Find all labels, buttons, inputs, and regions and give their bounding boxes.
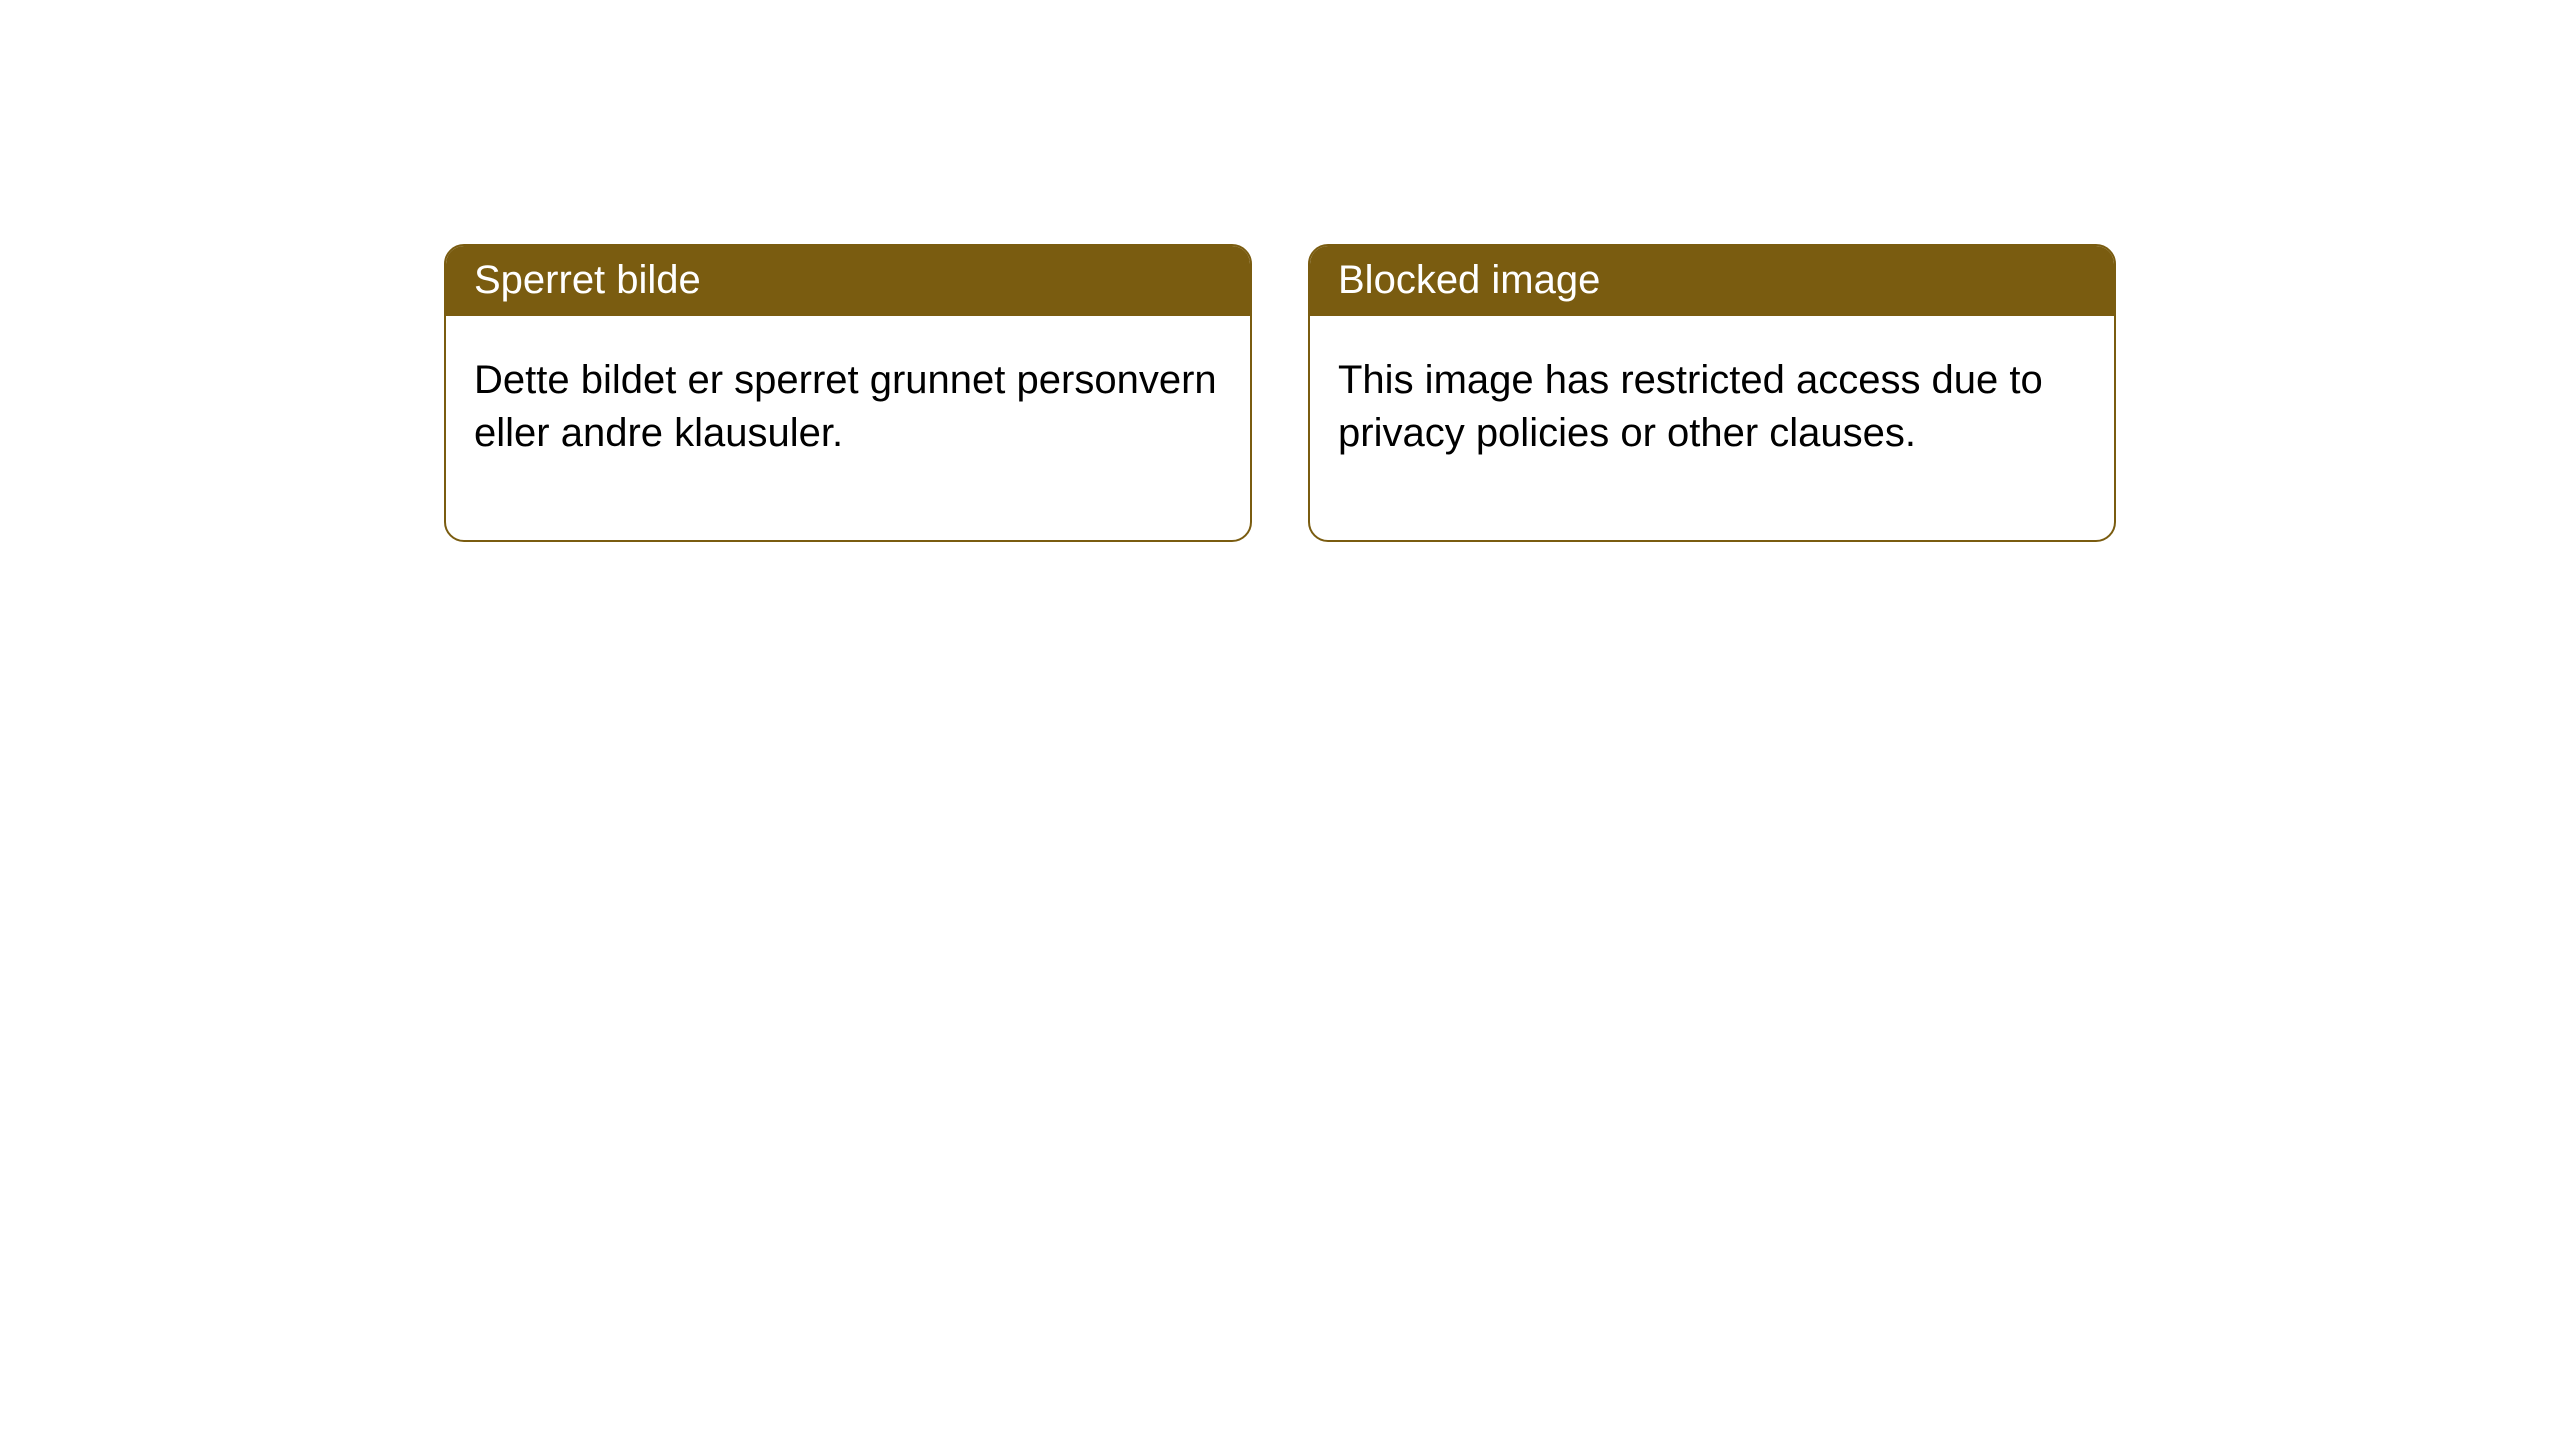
- notice-body-norwegian: Dette bildet er sperret grunnet personve…: [446, 316, 1250, 540]
- notice-card-norwegian: Sperret bilde Dette bildet er sperret gr…: [444, 244, 1252, 542]
- notice-title-english: Blocked image: [1310, 246, 2114, 316]
- notice-title-norwegian: Sperret bilde: [446, 246, 1250, 316]
- notice-container: Sperret bilde Dette bildet er sperret gr…: [0, 0, 2560, 542]
- notice-body-english: This image has restricted access due to …: [1310, 316, 2114, 540]
- notice-card-english: Blocked image This image has restricted …: [1308, 244, 2116, 542]
